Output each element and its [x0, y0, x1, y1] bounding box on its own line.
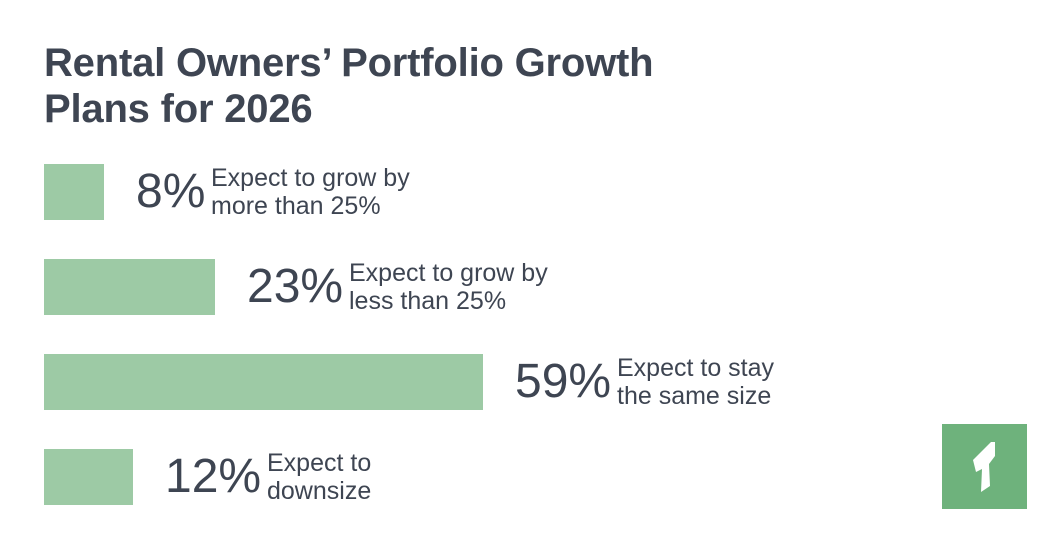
- bar-category-label-line-1: Expect to stay: [617, 354, 775, 382]
- bar: [44, 164, 104, 220]
- chart-title-line-2: Plans for 2026: [44, 87, 313, 131]
- bar-category-label-line-2: the same size: [617, 382, 772, 410]
- bar-value-label: 12%: [165, 450, 262, 503]
- bar: [44, 354, 483, 410]
- bar-value-label: 23%: [247, 260, 344, 313]
- bar: [44, 259, 215, 315]
- bar-category-label-line-1: Expect to grow by: [349, 259, 548, 287]
- bar-category-label-line-1: Expect to: [267, 449, 372, 477]
- bar-value-label: 8%: [136, 165, 206, 218]
- bar-category-label: Expect to stay the same size: [617, 354, 774, 410]
- bar-category-label-line-2: less than 25%: [349, 287, 507, 315]
- logo-mark: [973, 442, 995, 492]
- bar-category-label-line-2: more than 25%: [211, 192, 381, 220]
- bar-category-label: Expect to grow by less than 25%: [349, 259, 548, 315]
- chart-title-line-1: Rental Owners’ Portfolio Growth: [44, 41, 654, 85]
- bar-category-label: Expect to downsize: [267, 449, 371, 505]
- bar-category-label-line-1: Expect to grow by: [211, 164, 410, 192]
- bar-category-label-line-2: downsize: [267, 477, 372, 505]
- brand-logo-icon: [942, 424, 1027, 509]
- chart-title: Rental Owners’ Portfolio Growth Plans fo…: [44, 40, 654, 132]
- bar-category-label: Expect to grow by more than 25%: [211, 164, 410, 220]
- bar: [44, 449, 133, 505]
- bar-value-label: 59%: [515, 355, 612, 408]
